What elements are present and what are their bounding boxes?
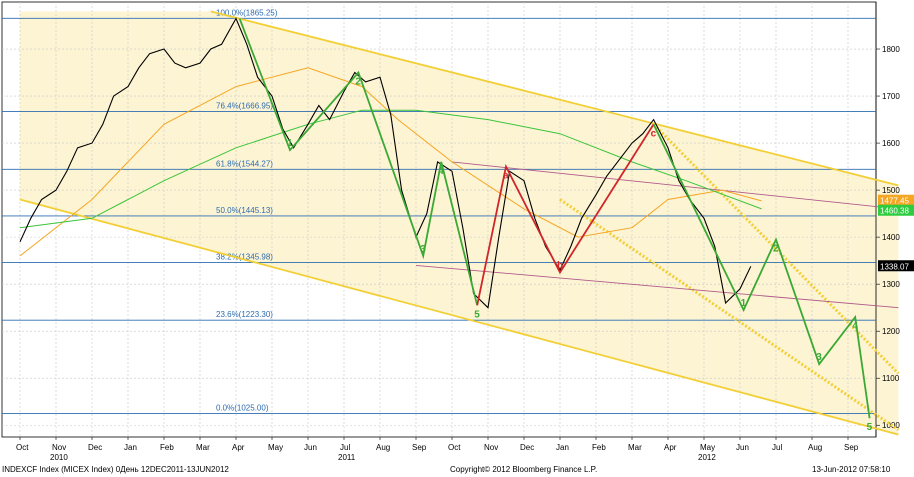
y-tick-label: 1400 <box>882 233 900 242</box>
wave-label-green: 2 <box>773 243 779 254</box>
y-tick-label: 1600 <box>882 139 900 148</box>
fib-level-label: 61.8%(1544.27) <box>216 159 273 168</box>
x-tick-label: Jan <box>124 443 137 452</box>
x-tick-label: Nov <box>52 443 66 452</box>
x-tick-label: Aug <box>808 443 822 452</box>
fibonacci-levels: 100.0%(1865.25) 76.4%(1666.95) 61.8%(1544.… <box>2 8 876 414</box>
y-tick-label: 1500 <box>882 186 900 195</box>
x-tick-label: May <box>268 443 283 452</box>
x-tick-label: Sep <box>412 443 427 452</box>
y-tick-label: 1700 <box>882 92 900 101</box>
footer-center-text: Copyright© 2012 Bloomberg Finance L.P. <box>450 465 598 474</box>
wave-green-past-line <box>238 18 479 306</box>
x-tick-label: Apr <box>232 443 245 452</box>
x-axis: Oct Nov Dec Jan Feb Mar Apr May Jun Jul Aug Sep Oct N… <box>16 2 859 462</box>
x-tick-label: Aug <box>376 443 390 452</box>
footer-left-text: INDEXCF Index (MICEX Index) 0День 12DEC2… <box>2 465 229 474</box>
x-tick-label: Sep <box>844 443 859 452</box>
wave-label-green: 2 <box>355 77 361 88</box>
x-tick-label: Feb <box>160 443 174 452</box>
channel-upper-line <box>210 10 899 187</box>
x-tick-label: Dec <box>520 443 534 452</box>
last-value-badge <box>878 204 914 216</box>
wave-green-future-line <box>652 123 871 419</box>
x-tick-label: Jan <box>556 443 569 452</box>
y-tick-label: 1800 <box>882 45 900 54</box>
dotted-channel-lower <box>559 198 900 432</box>
wave-label-red: a <box>503 171 509 182</box>
x-tick-label: May <box>700 443 715 452</box>
x-year-label: 2011 <box>338 453 356 462</box>
price-series-line <box>19 17 752 309</box>
chart-svg: Oct Nov Dec Jan Feb Mar Apr May Jun Jul Aug Sep Oct N… <box>1 1 914 462</box>
x-tick-label: Mar <box>628 443 642 452</box>
x-tick-label: Mar <box>196 443 210 452</box>
x-tick-label: Jun <box>736 443 749 452</box>
y-tick-label: 1100 <box>882 374 900 383</box>
fib-level-label: 0.0%(1025.00) <box>216 403 269 412</box>
fib-level-label: 50.0%(1445.13) <box>216 206 273 215</box>
wave-label-green: 3 <box>816 352 822 363</box>
channel-fill <box>20 11 899 435</box>
x-year-label: 2012 <box>698 453 716 462</box>
moving-average-orange <box>19 67 762 257</box>
last-value-badge-text: 1477.45 <box>880 197 909 206</box>
x-year-label: 2010 <box>50 453 68 462</box>
inner-trend-upper <box>451 161 899 210</box>
fib-level-label: 76.4%(1666.95) <box>216 102 273 111</box>
inner-trend-lower <box>415 264 899 309</box>
footer-right-text: 13-Jun-2012 07:58:10 <box>812 465 891 474</box>
x-tick-label: Dec <box>88 443 102 452</box>
wave-label-red: b <box>557 260 563 271</box>
wave-label-green: 4 <box>438 166 444 177</box>
x-tick-label: Jun <box>304 443 317 452</box>
wave-label-green: 5 <box>474 309 480 320</box>
wave-label-green: 3 <box>420 244 426 255</box>
x-tick-label: Jul <box>772 443 782 452</box>
last-value-badge-text: 1460.38 <box>880 207 909 216</box>
last-value-badge <box>878 260 914 272</box>
fib-level-label: 100.0%(1865.25) <box>216 8 278 17</box>
wave-label-green: 1 <box>287 138 293 149</box>
wave-label-green: 5 <box>867 422 873 433</box>
y-tick-label: 1200 <box>882 327 900 336</box>
last-value-badge <box>878 194 914 206</box>
x-tick-label: Jul <box>340 443 350 452</box>
x-tick-label: Oct <box>16 443 29 452</box>
wave-red-line <box>476 123 655 306</box>
y-tick-label: 1300 <box>882 280 900 289</box>
wave-label-green: 1 <box>741 298 747 309</box>
x-tick-label: Oct <box>448 443 461 452</box>
last-value-badge-text: 1338.07 <box>880 262 909 271</box>
x-tick-label: Nov <box>484 443 498 452</box>
footer: INDEXCF Index (MICEX Index) 0День 12DEC2… <box>0 464 914 477</box>
x-tick-label: Apr <box>664 443 677 452</box>
channel-lower-line <box>19 198 899 436</box>
x-tick-label: Feb <box>592 443 606 452</box>
wave-label-red: c <box>651 128 657 139</box>
wave-label-green: 4 <box>852 321 858 332</box>
fib-level-label: 38.2%(1345.98) <box>216 253 273 262</box>
fib-level-label: 23.6%(1223.30) <box>216 310 273 319</box>
